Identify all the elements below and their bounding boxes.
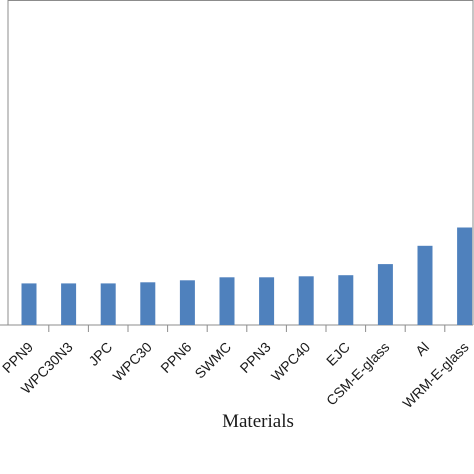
plot-frame <box>0 0 474 326</box>
x-tick-label: WPC30 <box>110 339 156 385</box>
bar-jpc <box>100 283 116 325</box>
bar-wpc30 <box>140 282 156 325</box>
bar-ejc <box>338 275 354 325</box>
x-tick-label: SWMC <box>191 339 234 382</box>
bar-ppn3 <box>259 277 275 325</box>
bar-ppn6 <box>179 280 195 325</box>
x-tick-label: Al <box>412 339 432 359</box>
bar-csm-e-glass <box>377 264 393 325</box>
x-tick-label: PPN6 <box>157 339 194 376</box>
bar-al <box>417 245 433 325</box>
bars-group <box>21 227 473 326</box>
x-tick-label: PPN9 <box>0 339 36 376</box>
x-tick-label: JPC <box>85 339 115 369</box>
x-tick-label: WPC40 <box>268 339 314 385</box>
x-axis-title: Materials <box>222 411 294 432</box>
x-tick-label: PPN3 <box>237 339 274 376</box>
bar-wpc40 <box>298 276 314 326</box>
x-ticks-group <box>48 325 446 332</box>
x-tick-label: EJC <box>323 339 353 369</box>
bar-ppn9 <box>21 283 37 325</box>
bar-wrm-e-glass <box>457 227 473 325</box>
bar-swmc <box>219 277 235 325</box>
x-tick-label: WRM-E-glass <box>399 339 471 411</box>
bar-wpc30n3 <box>61 283 77 325</box>
